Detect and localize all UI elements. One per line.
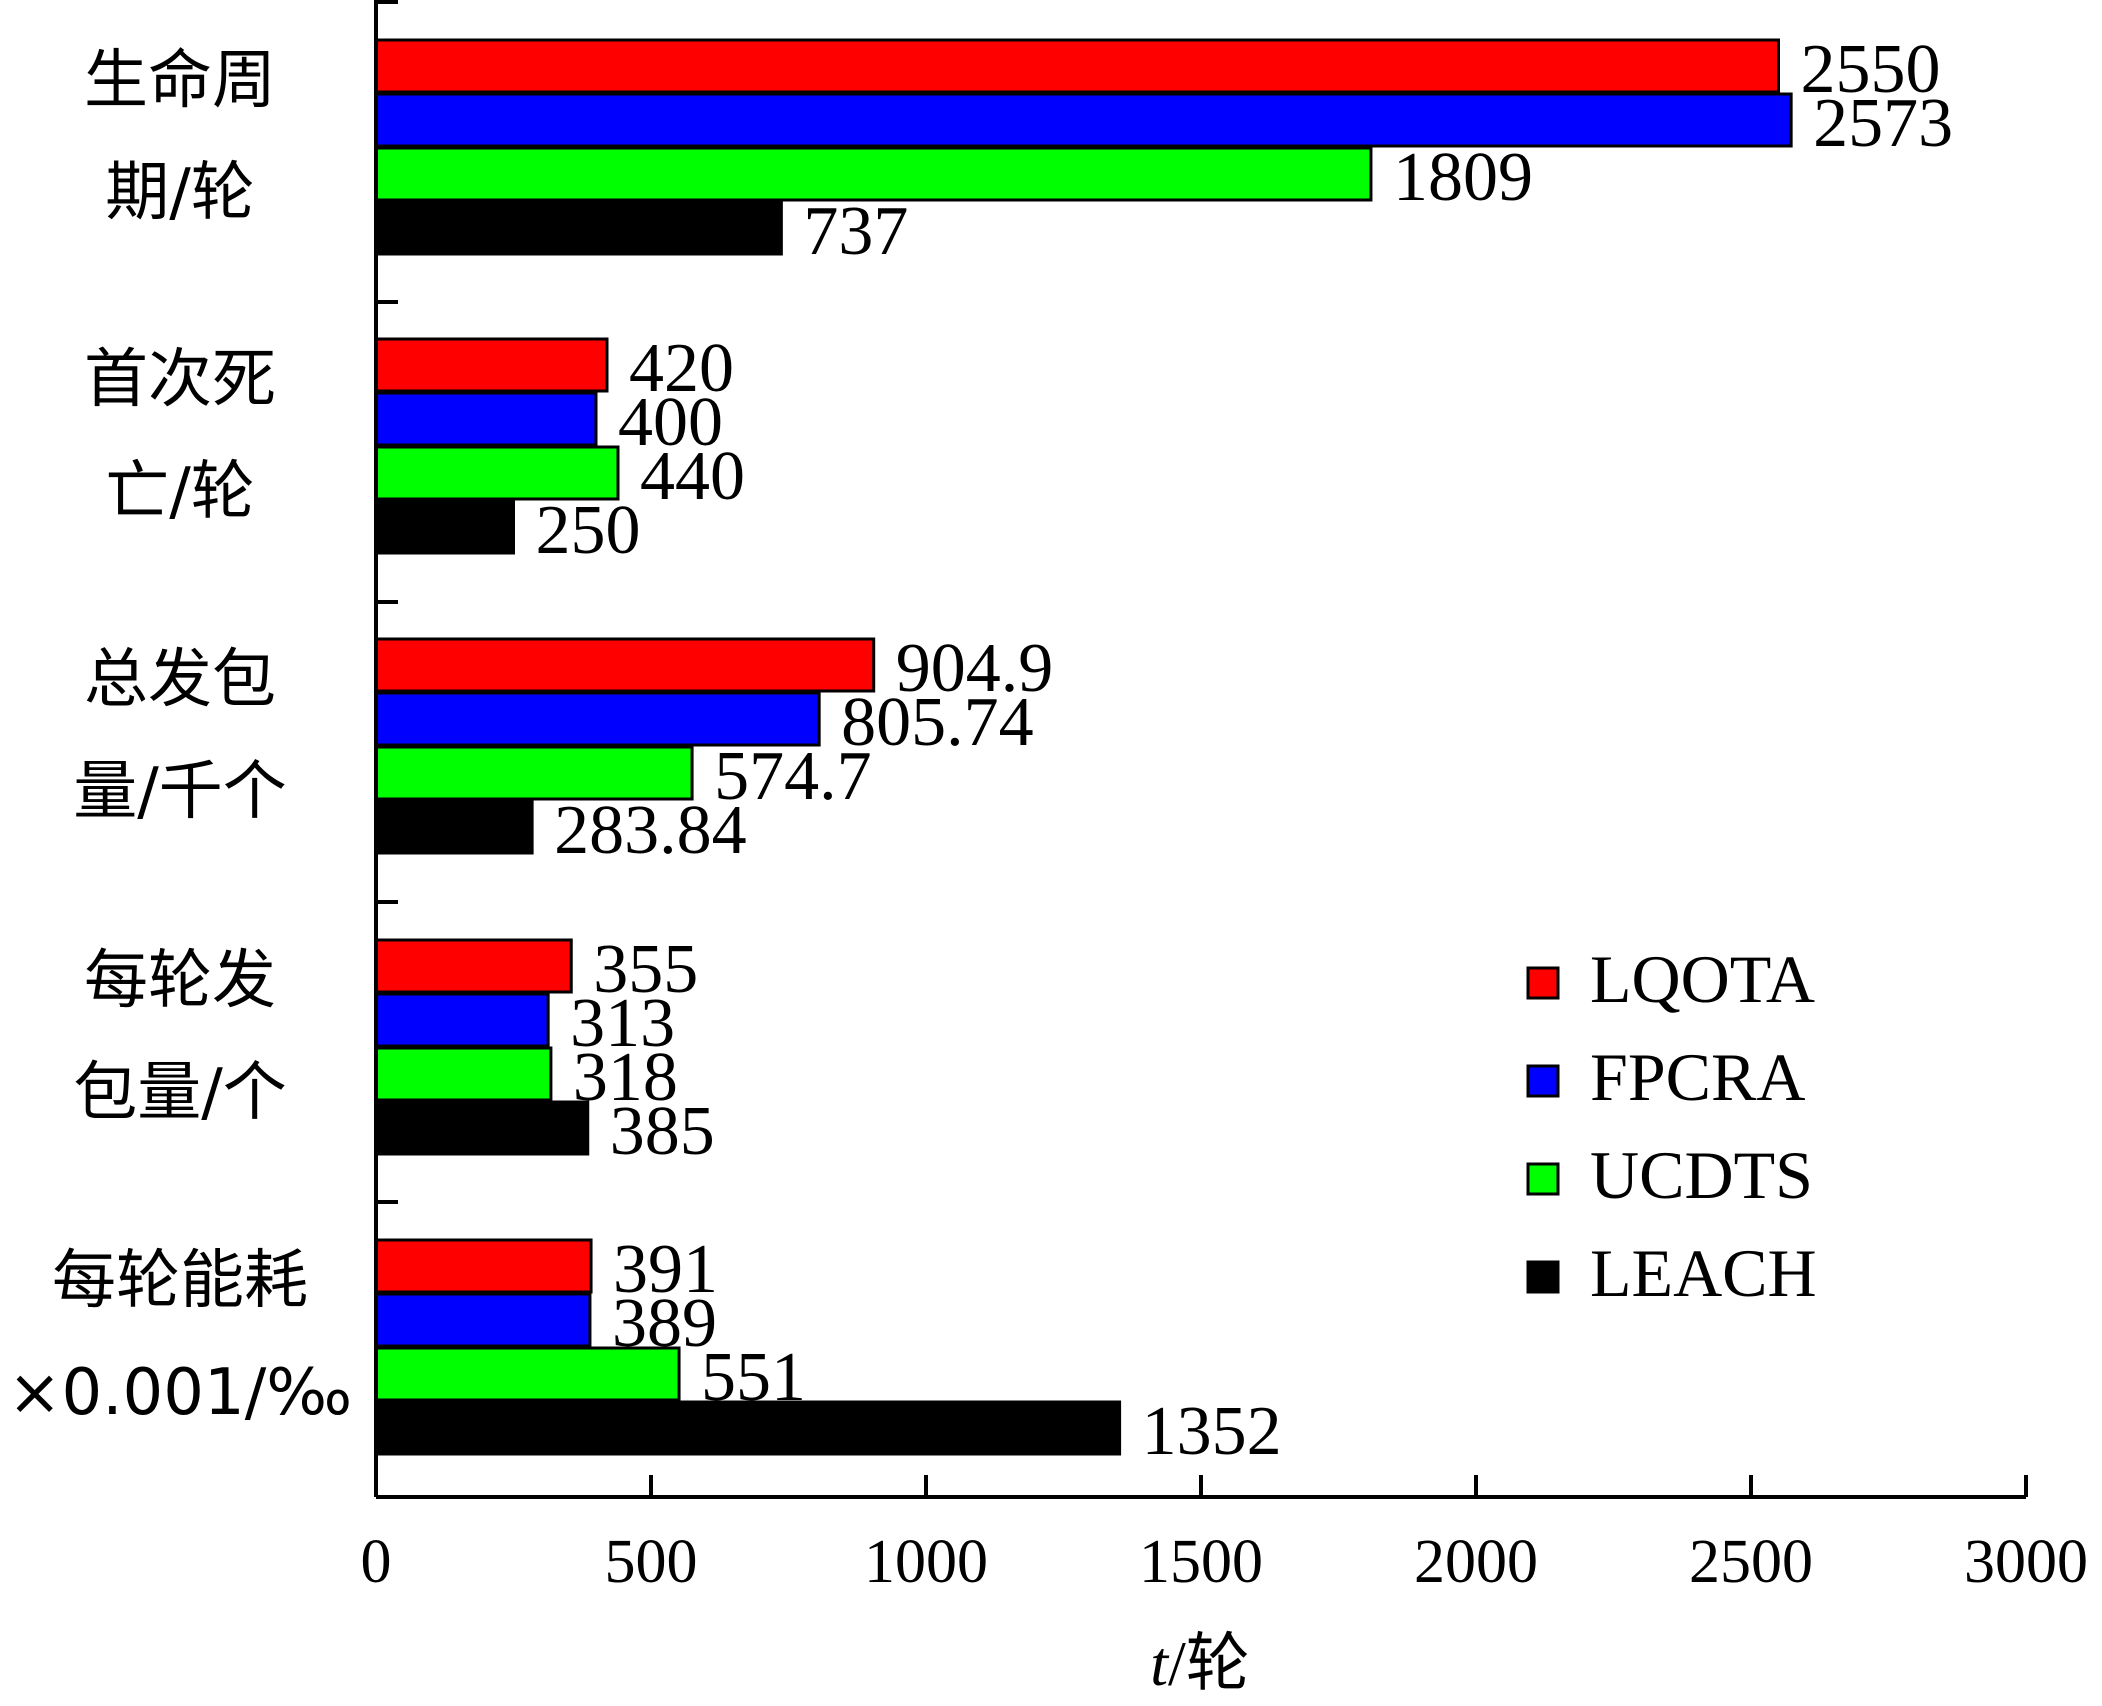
bar-lqota-4 — [374, 1238, 593, 1294]
bar-leach-0 — [374, 200, 783, 256]
bar-fpcra-2 — [374, 691, 821, 747]
bar-leach-3 — [374, 1100, 590, 1156]
value-label-ucdts-4: 551 — [701, 1339, 806, 1416]
bar-ucdts-2 — [374, 745, 694, 801]
category-label-4-line-0: 每轮能耗 — [52, 1244, 308, 1318]
bar-ucdts-4 — [374, 1346, 681, 1402]
legend-swatch-fpcra — [1526, 1064, 1560, 1098]
bar-fpcra-1 — [374, 391, 598, 447]
category-label-0-line-1: 期/轮 — [105, 156, 255, 230]
bar-leach-2 — [374, 799, 534, 855]
bar-fpcra-4 — [374, 1292, 592, 1348]
value-label-lqota-2: 904.9 — [896, 630, 1054, 707]
category-label-3-line-0: 每轮发 — [84, 944, 276, 1018]
category-label-1-line-0: 首次死 — [84, 343, 276, 417]
x-tick-label-3: 1500 — [1139, 1528, 1263, 1596]
category-label-2-line-1: 量/千个 — [73, 755, 287, 829]
x-tick-label-2: 1000 — [864, 1528, 988, 1596]
category-label-1-line-1: 亡/轮 — [105, 455, 255, 529]
value-label-leach-1: 250 — [536, 492, 641, 569]
value-label-ucdts-2: 574.7 — [714, 738, 872, 815]
y-ticks-group — [376, 0, 398, 1204]
legend-label-fpcra: FPCRA — [1590, 1039, 1805, 1115]
bar-ucdts-3 — [374, 1046, 553, 1102]
value-label-lqota-1: 420 — [629, 330, 734, 407]
bar-lqota-0 — [374, 38, 1780, 94]
value-label-leach-4: 1352 — [1142, 1393, 1282, 1470]
value-label-ucdts-0: 1809 — [1393, 139, 1533, 216]
value-label-fpcra-1: 400 — [618, 384, 723, 461]
value-label-fpcra-0: 2573 — [1813, 85, 1953, 162]
x-tick-label-5: 2500 — [1689, 1528, 1813, 1596]
bar-fpcra-3 — [374, 992, 550, 1048]
x-axis-title: t/轮 — [1150, 1628, 1250, 1699]
category-label-3-line-1: 包量/个 — [73, 1056, 287, 1130]
legend-label-lqota: LQOTA — [1590, 941, 1815, 1017]
bar-lqota-1 — [374, 337, 609, 393]
category-label-4-line-1: ×0.001/‰ — [8, 1356, 352, 1430]
legend-label-ucdts: UCDTS — [1590, 1137, 1813, 1213]
legend-swatch-lqota — [1526, 966, 1560, 1000]
value-label-lqota-3: 355 — [593, 931, 698, 1008]
x-tick-label-6: 3000 — [1964, 1528, 2088, 1596]
value-label-lqota-4: 391 — [613, 1231, 718, 1308]
x-tick-label-1: 500 — [605, 1528, 698, 1596]
legend-swatch-leach — [1526, 1260, 1560, 1294]
value-label-leach-0: 737 — [803, 193, 908, 270]
value-label-ucdts-1: 440 — [640, 438, 745, 515]
value-label-fpcra-2: 805.74 — [841, 684, 1034, 761]
value-label-leach-3: 385 — [610, 1093, 715, 1170]
category-label-0-line-0: 生命周 — [84, 44, 276, 118]
value-label-leach-2: 283.84 — [554, 792, 747, 869]
bar-lqota-3 — [374, 938, 573, 994]
bar-ucdts-1 — [374, 445, 620, 501]
legend-label-leach: LEACH — [1590, 1235, 1817, 1311]
bar-lqota-2 — [374, 637, 876, 693]
legend: LQOTA FPCRA UCDTS LEACH — [1526, 941, 1817, 1311]
bars-group — [374, 38, 1793, 1456]
bar-fpcra-0 — [374, 92, 1793, 148]
x-ticks-group: 0 500 1000 1500 2000 2500 3000 — [361, 1475, 2088, 1596]
legend-swatch-ucdts — [1526, 1162, 1560, 1196]
value-label-lqota-0: 2550 — [1801, 31, 1941, 108]
value-label-fpcra-4: 389 — [612, 1285, 717, 1362]
x-tick-label-4: 2000 — [1414, 1528, 1538, 1596]
x-tick-label-0: 0 — [361, 1528, 392, 1596]
bar-leach-1 — [374, 499, 515, 555]
x-axis-title-unit: /轮 — [1168, 1628, 1250, 1699]
value-label-fpcra-3: 313 — [570, 985, 675, 1062]
value-label-ucdts-3: 318 — [573, 1039, 678, 1116]
x-axis-title-italic: t — [1150, 1628, 1170, 1699]
category-label-2-line-0: 总发包 — [84, 643, 276, 717]
